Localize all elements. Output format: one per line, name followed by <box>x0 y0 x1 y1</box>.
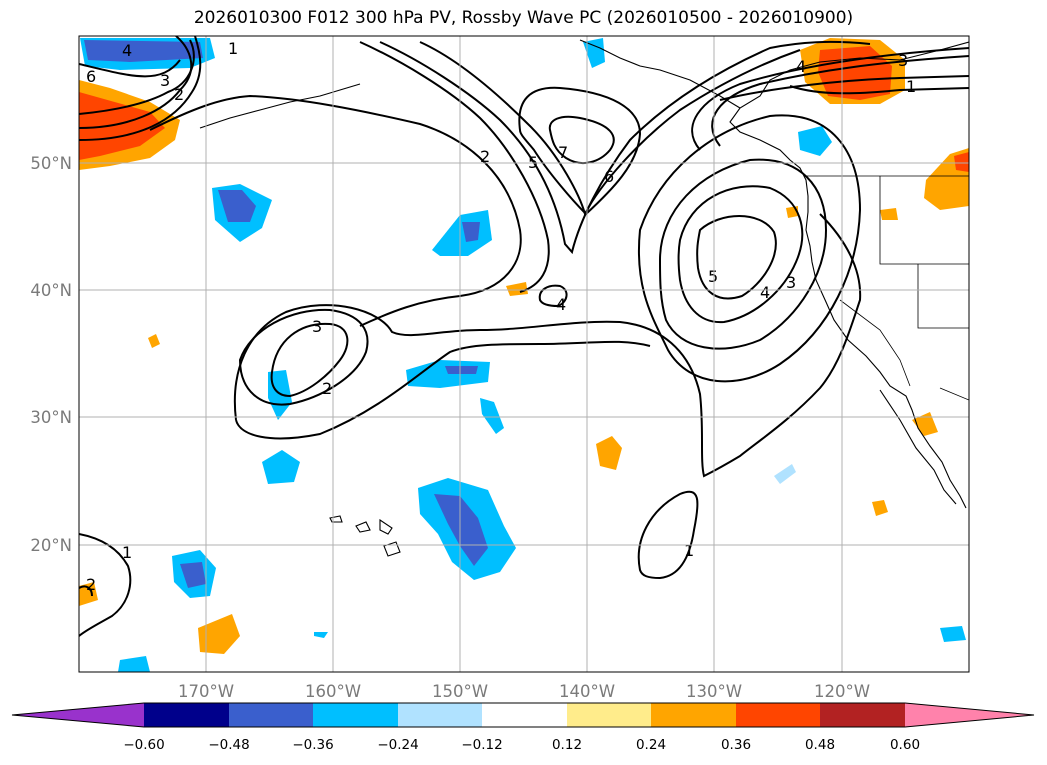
contour-label: 4 <box>796 57 806 76</box>
colorbar-tick: −0.12 <box>461 737 502 753</box>
map-frame <box>78 35 970 673</box>
colorbar-tick: 0.12 <box>552 737 582 753</box>
contour-label: 2 <box>322 379 332 398</box>
colorbar-segment <box>229 703 313 727</box>
contour-label: 6 <box>604 167 614 186</box>
contour-label: 6 <box>86 67 96 86</box>
contour-label: 4 <box>556 295 566 314</box>
contour-label: 1 <box>684 541 694 560</box>
contour-label: 2 <box>86 575 96 594</box>
colorbar-segment <box>567 703 651 727</box>
contour-label: 3 <box>786 273 796 292</box>
contour-label: 3 <box>898 51 908 70</box>
colorbar-tick: 0.36 <box>721 737 751 753</box>
contour-label: 3 <box>160 71 170 90</box>
contour-label: 2 <box>480 147 490 166</box>
colorbar-segment <box>398 703 482 727</box>
pv-contours <box>79 36 969 637</box>
longitude-labels: 170°W 160°W 150°W 140°W 130°W 120°W <box>178 682 870 701</box>
contour-label: 1 <box>906 77 916 96</box>
colorbar-segment <box>313 703 398 727</box>
colorbar-extend-left <box>12 703 144 727</box>
lon-label: 150°W <box>432 682 488 701</box>
colorbar-outline <box>11 702 1035 728</box>
colorbar-tick: 0.24 <box>636 737 666 753</box>
colorbar-segment <box>482 703 567 727</box>
colorbar: −0.60 −0.48 −0.36 −0.24 −0.12 0.12 0.24 … <box>11 702 1035 753</box>
contour-label: 1 <box>122 543 132 562</box>
colorbar-tick: −0.60 <box>123 737 164 753</box>
lon-label: 170°W <box>178 682 234 701</box>
lon-label: 140°W <box>559 682 615 701</box>
map-title: 2026010300 F012 300 hPa PV, Rossby Wave … <box>193 8 854 28</box>
lat-label: 40°N <box>30 281 72 300</box>
lat-label: 20°N <box>30 536 72 555</box>
contour-label: 2 <box>174 85 184 104</box>
colorbar-segment <box>820 703 905 727</box>
colorbar-tick: −0.36 <box>292 737 333 753</box>
lon-label: 120°W <box>814 682 870 701</box>
colorbar-tick: −0.24 <box>377 737 418 753</box>
contour-label: 5 <box>708 267 718 286</box>
colorbar-extend-right <box>905 703 1034 727</box>
contour-label: 7 <box>558 143 568 162</box>
lon-label: 160°W <box>305 682 361 701</box>
latitude-labels: 50°N 40°N 30°N 20°N <box>30 154 72 555</box>
colorbar-segment <box>651 703 736 727</box>
lon-label: 130°W <box>686 682 742 701</box>
colorbar-segment <box>736 703 820 727</box>
colorbar-tick: 0.60 <box>890 737 920 753</box>
colorbar-tick: 0.48 <box>805 737 835 753</box>
gridlines <box>79 36 969 672</box>
colorbar-segment <box>144 703 229 727</box>
coastlines <box>199 39 969 557</box>
colorbar-tick: −0.48 <box>208 737 249 753</box>
lat-label: 30°N <box>30 408 72 427</box>
contour-label: 4 <box>760 283 770 302</box>
contour-label: 3 <box>312 317 322 336</box>
contour-label: 4 <box>122 41 132 60</box>
contour-label: 1 <box>228 39 238 58</box>
lat-label: 50°N <box>30 154 72 173</box>
